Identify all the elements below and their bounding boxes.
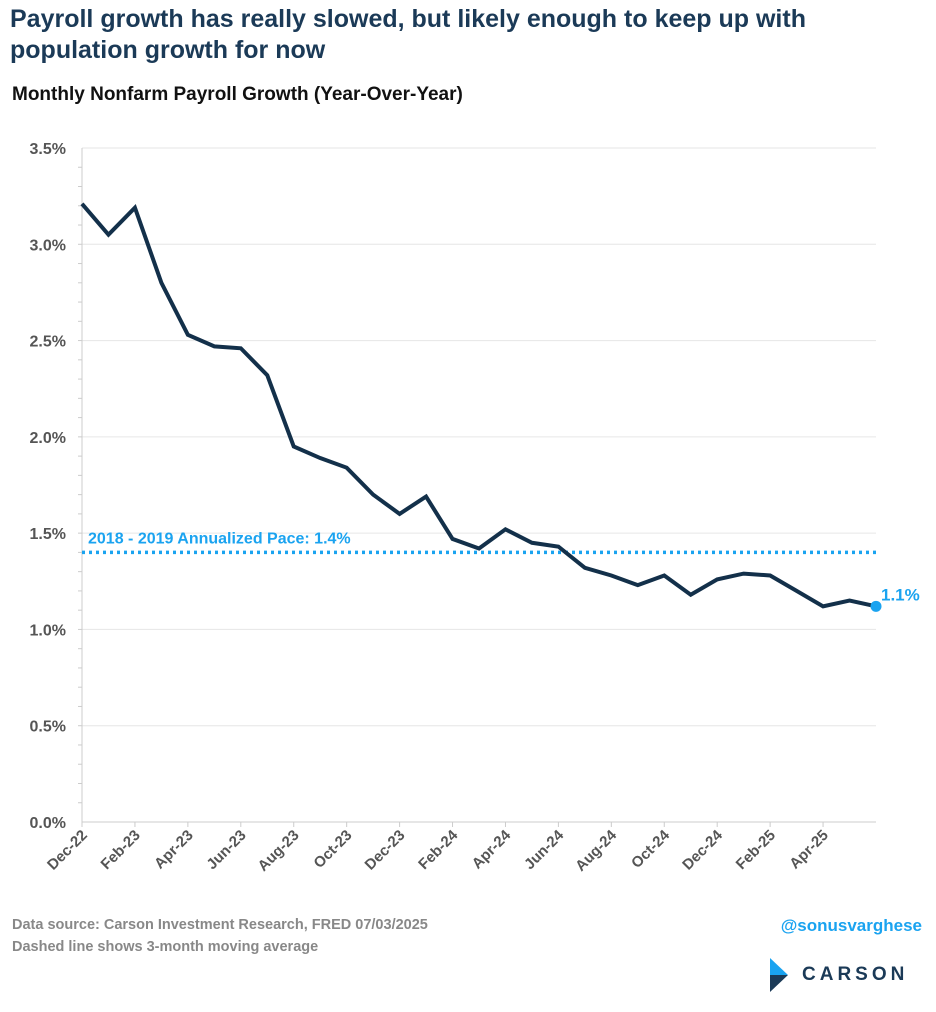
x-tick-label: Apr-23 xyxy=(151,827,197,873)
x-tick-label: Dec-23 xyxy=(362,827,409,874)
y-tick-label: 0.0% xyxy=(30,815,66,832)
y-tick-label: 1.0% xyxy=(30,622,66,639)
data-source: Data source: Carson Investment Research,… xyxy=(12,917,428,933)
y-tick-label: 1.5% xyxy=(30,526,66,543)
x-tick-label: Oct-23 xyxy=(310,827,355,872)
x-tick-label: Apr-24 xyxy=(469,826,515,872)
x-tick-label: Dec-22 xyxy=(44,827,91,874)
x-tick-label: Dec-24 xyxy=(679,826,726,873)
y-tick-label: 2.0% xyxy=(30,430,66,447)
x-tick-label: Jun-24 xyxy=(521,826,568,873)
x-tick-label: Feb-23 xyxy=(98,827,144,873)
y-tick-label: 0.5% xyxy=(30,719,66,736)
x-tick-label: Feb-25 xyxy=(733,827,779,873)
author-handle: @sonusvarghese xyxy=(780,916,922,935)
chart-subtitle: Monthly Nonfarm Payroll Growth (Year-Ove… xyxy=(12,84,463,105)
x-tick-label: Aug-23 xyxy=(255,827,303,875)
carson-logo-icon xyxy=(770,958,788,992)
chart-title: Payroll growth has really slowed, but li… xyxy=(10,5,806,64)
x-tick-label: Apr-25 xyxy=(786,827,832,873)
y-tick-label: 3.5% xyxy=(30,141,66,158)
x-tick-label: Oct-24 xyxy=(628,826,673,871)
y-tick-label: 3.0% xyxy=(30,237,66,254)
reference-line-label: 2018 - 2019 Annualized Pace: 1.4% xyxy=(88,530,351,547)
footnote: Dashed line shows 3-month moving average xyxy=(12,939,319,955)
end-value-label: 1.1% xyxy=(881,585,920,604)
x-tick-label: Jun-23 xyxy=(203,827,249,873)
carson-logo: CARSON xyxy=(768,958,908,992)
y-tick-label: 2.5% xyxy=(30,334,66,351)
end-point-marker xyxy=(870,600,882,612)
x-tick-label: Aug-24 xyxy=(572,826,620,874)
logo-text: CARSON xyxy=(802,964,909,985)
x-tick-label: Feb-24 xyxy=(415,826,462,873)
